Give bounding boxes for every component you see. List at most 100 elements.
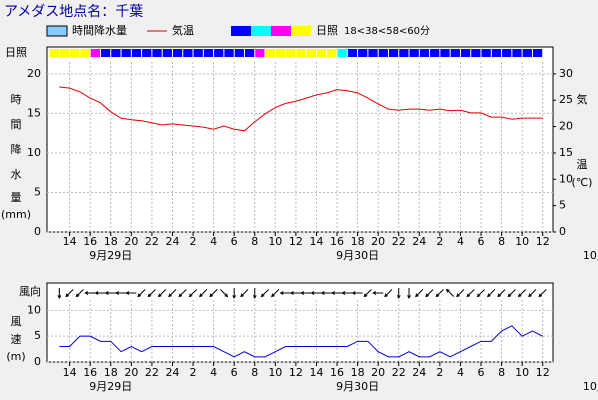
legend-label: 日照 — [316, 24, 338, 37]
x-tick-label: 4 — [457, 235, 464, 248]
wind-arrow — [396, 288, 401, 300]
wind-arrow — [351, 291, 363, 295]
wind-arrow — [517, 289, 527, 298]
wind-arrow — [341, 291, 353, 295]
wind-arrow — [252, 288, 257, 300]
x-tick-label: 24 — [412, 366, 426, 379]
wind-arrow — [456, 289, 465, 298]
x-tick-label: 24 — [165, 235, 179, 248]
x-tick-label: 18 — [104, 366, 118, 379]
sunshine-box — [502, 49, 512, 57]
x-tick-label: 22 — [145, 366, 159, 379]
wind-arrow — [384, 289, 393, 298]
y-axis-label: 間 — [11, 118, 22, 131]
wind-arrow — [497, 289, 506, 298]
x-tick-label: 18 — [351, 366, 365, 379]
sunshine-box — [131, 49, 142, 57]
x-tick-label: 8 — [498, 366, 505, 379]
x-tick-label: 12 — [536, 235, 550, 248]
sunshine-box — [296, 49, 306, 57]
y-axis-label: (mm) — [1, 208, 31, 221]
sunshine-box — [358, 49, 368, 57]
sunshine-box — [512, 49, 522, 57]
date-label: 9月30日 — [336, 249, 379, 262]
sunshine-box — [70, 49, 80, 57]
sunshine-box — [172, 49, 183, 57]
x-tick-label: 14 — [309, 235, 323, 248]
x-tick-label: 6 — [231, 235, 238, 248]
wind-arrow — [188, 289, 197, 298]
x-tick-label: 20 — [371, 366, 385, 379]
sunshine-box — [152, 49, 162, 57]
wind-arrow — [538, 289, 547, 298]
y-axis-label: 速 — [11, 333, 22, 346]
y2-axis-label: 気 — [577, 92, 588, 106]
sunshine-box — [255, 49, 265, 57]
x-tick-label: 8 — [251, 235, 258, 248]
sunshine-box — [224, 49, 234, 57]
x-tick-label: 20 — [124, 235, 138, 248]
x-tick-label: 6 — [478, 235, 485, 248]
wind-arrow — [476, 289, 485, 298]
legend-label: 時間降水量 — [72, 23, 127, 37]
x-tick-label: 6 — [231, 366, 238, 379]
x-tick-label: 12 — [289, 366, 303, 379]
wind-arrow — [157, 289, 167, 298]
sunshine-box — [214, 49, 224, 57]
y2-tick-label: 15 — [559, 146, 573, 159]
x-tick-label: 22 — [145, 235, 159, 248]
sunshine-box — [142, 49, 152, 57]
y-axis-label: 時 — [11, 93, 22, 106]
sunshine-box — [265, 49, 275, 57]
x-tick-label: 16 — [330, 366, 344, 379]
sunshine-label: 日照 — [5, 46, 27, 59]
x-tick-label: 18 — [351, 235, 365, 248]
x-tick-label: 14 — [63, 235, 77, 248]
sunshine-box — [111, 49, 121, 57]
sunshine-box — [440, 49, 450, 57]
legend-label: 気温 — [172, 23, 194, 37]
data-line — [59, 325, 543, 358]
sunshine-box — [419, 49, 430, 57]
sunshine-box — [532, 49, 543, 57]
x-tick-label: 24 — [165, 366, 179, 379]
sunshine-box — [234, 49, 244, 57]
wind-arrow — [232, 288, 237, 300]
sunshine-box — [368, 49, 378, 57]
sunshine-box — [347, 49, 358, 57]
legend-scale: 18<38<58<60分 — [344, 25, 430, 37]
x-tick-label: 12 — [289, 235, 303, 248]
wind-arrow — [415, 289, 424, 298]
sunshine-box — [90, 49, 100, 57]
x-tick-label: 14 — [309, 366, 323, 379]
sunshine-box — [471, 49, 481, 57]
x-tick-label: 8 — [498, 235, 505, 248]
sunshine-box — [409, 49, 419, 57]
legend-swatch — [251, 26, 271, 36]
wind-arrow — [435, 289, 444, 298]
x-tick-label: 16 — [83, 235, 97, 248]
wind-arrow — [407, 288, 411, 300]
sunshine-box — [316, 49, 327, 57]
y2-tick-label: 10 — [559, 172, 573, 185]
y-axis-label: 降 — [11, 142, 22, 156]
wind-arrow — [320, 291, 332, 295]
y2-tick-label: 30 — [559, 67, 573, 80]
x-tick-label: 2 — [436, 366, 443, 379]
sunshine-box — [399, 49, 409, 57]
legend-swatch — [231, 26, 251, 36]
y-axis-label: 量 — [11, 191, 22, 204]
y-tick-label: 0 — [34, 355, 41, 368]
plot-area — [46, 46, 554, 233]
wind-arrow — [137, 289, 146, 298]
x-tick-label: 20 — [124, 366, 138, 379]
sunshine-box — [183, 49, 193, 57]
wind-arrow — [445, 288, 455, 297]
sunshine-box — [460, 49, 471, 57]
wind-arrow — [330, 291, 343, 295]
legend-swatch — [271, 26, 291, 36]
direction-label: 風向 — [19, 284, 41, 298]
sunshine-box — [481, 49, 491, 57]
